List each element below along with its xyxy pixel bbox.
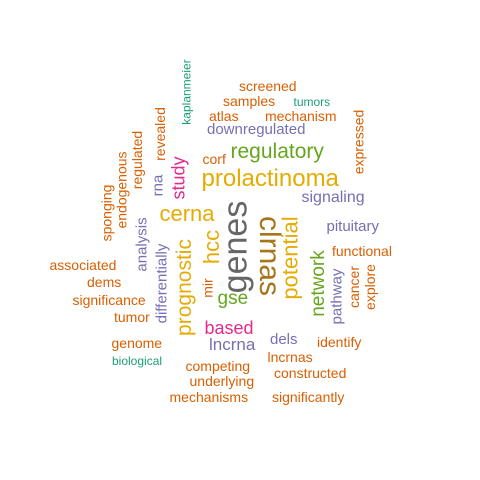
word-prolactinoma: prolactinoma <box>201 165 339 192</box>
word-dems: dems <box>87 274 122 290</box>
word-expressed: expressed <box>349 109 366 175</box>
word-biological: biological <box>112 354 163 368</box>
word-constructed: constructed <box>274 365 347 381</box>
word-mechanism: mechanism <box>265 108 337 124</box>
word-tumors: tumors <box>293 95 331 109</box>
word-dels: dels <box>270 330 298 348</box>
word-mechanisms: mechanisms <box>169 389 249 405</box>
word-significance: significance <box>72 292 146 308</box>
word-significantly: significantly <box>272 389 345 405</box>
word-identify: identify <box>317 334 362 350</box>
word-lncrna: lncrna <box>209 334 256 354</box>
word-underlying: underlying <box>189 373 255 389</box>
word-revealed: revealed <box>151 107 168 161</box>
word-corf: corf <box>202 151 226 167</box>
word-sponging: sponging <box>97 184 114 242</box>
word-analysis: analysis <box>133 216 151 272</box>
word-associated: associated <box>49 257 117 273</box>
word-samples: samples <box>223 93 276 109</box>
word-pituitary: pituitary <box>326 217 380 235</box>
word-network: network <box>307 249 329 317</box>
word-atlas: atlas <box>209 108 239 124</box>
word-tumor: tumor <box>114 309 150 325</box>
word-hcc: hcc <box>199 229 225 265</box>
word-functional: functional <box>332 243 392 259</box>
word-gse: gse <box>217 287 249 309</box>
word-potential: potential <box>277 216 303 300</box>
word-regulatory: regulatory <box>230 139 324 163</box>
word-cerna: cerna <box>159 201 215 226</box>
word-pathway: pathway <box>328 268 346 324</box>
word-cancer: cancer <box>346 265 363 309</box>
word-lncrnas: lncrnas <box>267 349 313 365</box>
word-prognostic: prognostic <box>172 238 196 336</box>
word-kaplanmeier: kaplanmeier <box>179 59 194 125</box>
word-signaling: signaling <box>301 189 365 206</box>
word-regulated: regulated <box>129 130 146 190</box>
word-competing: competing <box>185 358 251 374</box>
word-rna: rna <box>149 174 167 196</box>
word-mir: mir <box>199 278 216 298</box>
word-genome: genome <box>111 335 163 351</box>
word-study: study <box>168 156 189 200</box>
word-screened: screened <box>239 78 297 94</box>
word-differentially: differentially <box>153 243 171 323</box>
word-explore: explore <box>361 264 378 310</box>
word-based: based <box>204 318 254 338</box>
word-endogenous: endogenous <box>113 151 130 229</box>
word-downregulated: downregulated <box>207 120 306 138</box>
